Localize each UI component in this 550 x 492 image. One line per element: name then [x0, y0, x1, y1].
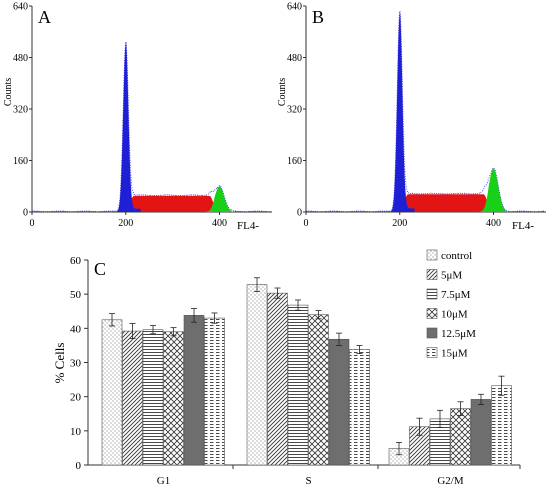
legend-label: 15μM	[441, 348, 468, 360]
y-tick-label: 480	[287, 53, 302, 64]
y-tick-label: 320	[287, 105, 302, 116]
y-tick-label: 320	[13, 105, 28, 116]
x-axis-label: FL4-	[512, 220, 534, 232]
y-tick-label: 640	[13, 2, 28, 13]
category-label: G2/M	[437, 475, 464, 487]
legend-label: 5μM	[441, 270, 462, 282]
bar	[308, 314, 329, 466]
x-tick-label: 0	[30, 218, 35, 229]
data-envelope	[31, 41, 272, 213]
y-tick-label: 40	[70, 323, 82, 335]
legend-swatch	[426, 308, 438, 319]
x-axis-label: FL4-	[237, 220, 259, 232]
bar	[470, 399, 492, 466]
bar	[328, 338, 350, 466]
bar	[163, 331, 184, 466]
g1-peak-area	[111, 41, 141, 212]
legend-swatch	[426, 269, 438, 280]
x-tick-label: 200	[392, 218, 407, 229]
bar	[142, 329, 164, 466]
bar	[287, 304, 309, 466]
x-tick-label: 0	[304, 218, 309, 229]
bar-chart-panel-c: C % Cells 0 10 20 30 40 50 60 G1 S G2/M control 5μM…	[52, 249, 521, 487]
x-tick-label: 400	[212, 218, 227, 229]
y-axis-label: Counts	[3, 78, 14, 106]
bar	[204, 317, 225, 466]
panel-label: C	[94, 259, 106, 279]
y-tick-label: 160	[13, 156, 28, 167]
y-axis-label: Counts	[277, 78, 288, 106]
y-tick-label: 60	[70, 255, 82, 267]
legend-label: 10μM	[441, 309, 468, 321]
s-phase-area	[123, 195, 218, 212]
y-tick-label: 0	[297, 208, 302, 219]
legend-label: control	[441, 250, 472, 262]
panel-label: A	[38, 7, 51, 27]
legend-swatch	[426, 288, 438, 300]
y-tick-label: 20	[70, 392, 82, 404]
legend-label: 12.5μM	[441, 328, 476, 340]
y-axis-label: % Cells	[52, 343, 67, 384]
x-tick-label: 200	[118, 218, 133, 229]
bar	[122, 330, 143, 466]
legend-swatch	[426, 347, 438, 358]
legend-swatch	[426, 327, 438, 339]
histogram-panel-b: B Counts FL4- 0 160 320 480 640 0 200 400	[277, 2, 546, 232]
g1-peak-area	[385, 11, 415, 213]
y-tick-label: 160	[287, 156, 302, 167]
x-tick-label: 400	[486, 218, 501, 229]
y-tick-label: 0	[23, 208, 28, 219]
bar	[183, 315, 205, 466]
y-tick-label: 50	[70, 289, 82, 301]
y-tick-label: 640	[287, 2, 302, 13]
legend-label: 7.5μM	[441, 289, 471, 301]
bar	[450, 408, 471, 466]
bar	[491, 385, 512, 466]
y-tick-label: 30	[70, 358, 82, 370]
bar	[267, 292, 288, 466]
y-tick-label: 0	[76, 460, 82, 472]
legend-swatch	[426, 249, 438, 261]
panel-label: B	[312, 7, 324, 27]
s-phase-area	[397, 194, 492, 212]
bar	[101, 319, 123, 466]
bar	[349, 349, 370, 466]
category-label: S	[305, 475, 311, 487]
g2m-peak-area	[474, 168, 510, 212]
y-tick-label: 10	[70, 426, 82, 438]
category-label: G1	[157, 475, 170, 487]
y-tick-label: 480	[13, 53, 28, 64]
bar	[246, 284, 268, 466]
histogram-panel-a: A Counts FL4- 0 160 320 480 640 0 200 400	[3, 2, 272, 232]
data-envelope	[305, 10, 546, 213]
